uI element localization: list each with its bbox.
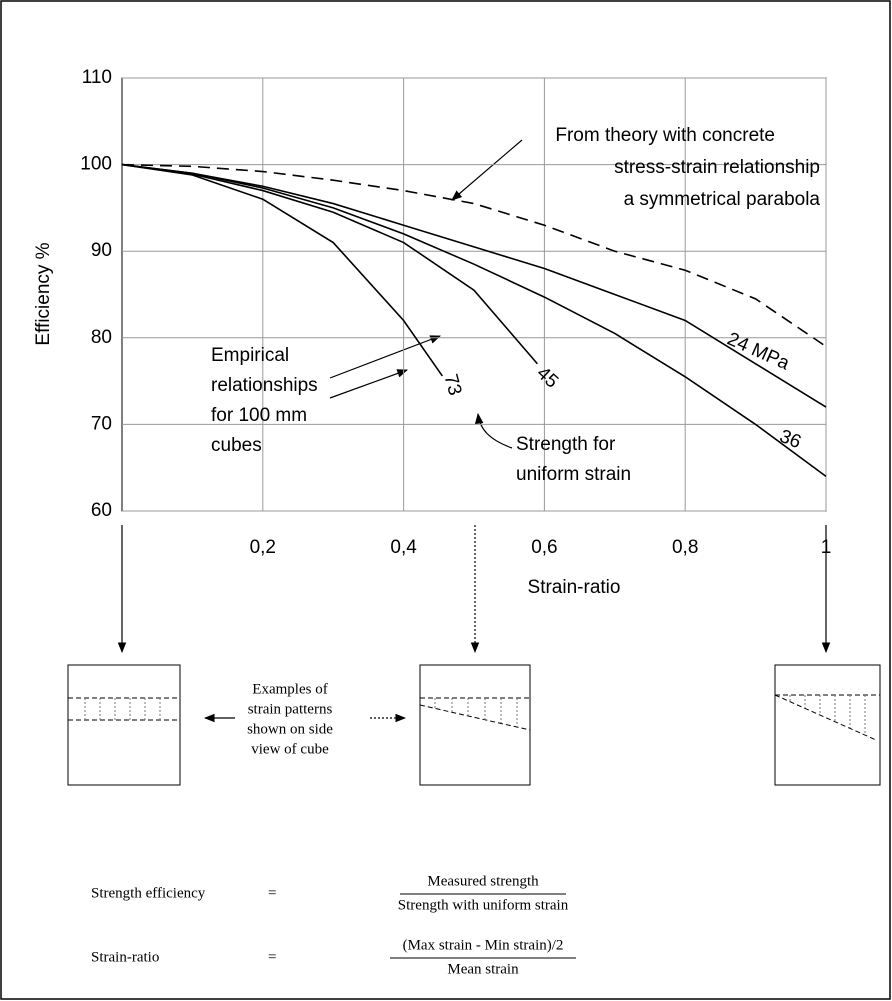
series-line	[121, 163, 443, 377]
cube	[67, 664, 181, 786]
arrows	[117, 139, 831, 723]
annotation: stress-strain relationship	[614, 157, 820, 178]
formula-lhs: Strain-ratio	[91, 949, 159, 965]
annotation: From theory with concrete	[555, 125, 775, 146]
series-label: 36	[776, 426, 803, 453]
annotation: for 100 mm	[211, 405, 307, 426]
annotation: cubes	[211, 435, 262, 456]
formula-den: Mean strain	[447, 961, 519, 977]
series-label: 24 MPa	[724, 329, 793, 375]
caption-line: Examples of	[252, 681, 327, 697]
arrow	[451, 139, 523, 201]
y-tick-label: 110	[82, 67, 112, 88]
caption-line: shown on side	[247, 721, 333, 737]
hatch	[789, 695, 866, 735]
annotation: Empirical	[211, 345, 289, 366]
y-tick-label: 100	[80, 154, 112, 175]
x-tick-label: 0,2	[250, 537, 276, 558]
formulas: Strength efficiency = Measured strength Str…	[91, 873, 576, 977]
y-tick-label: 90	[91, 240, 112, 261]
cube	[419, 664, 531, 786]
series-line	[121, 163, 827, 408]
annotation: Strength for	[516, 434, 616, 455]
formula-num: (Max strain - Min strain)/2	[403, 937, 564, 953]
strain-line	[419, 704, 531, 731]
cubes	[67, 664, 881, 786]
y-tick-label: 70	[91, 413, 112, 434]
formula-eq: =	[268, 885, 276, 901]
formula-lhs: Strength efficiency	[91, 885, 206, 901]
series-label: 45	[532, 363, 562, 393]
annotation: uniform strain	[516, 464, 631, 485]
caption-line: strain patterns	[248, 701, 333, 717]
formula-num: Measured strength	[427, 873, 539, 889]
formula-eq: =	[268, 949, 276, 965]
annotation: a symmetrical parabola	[624, 189, 821, 210]
x-tick-label: 0,6	[531, 537, 557, 558]
strain-line	[774, 694, 877, 741]
arrow	[474, 412, 513, 449]
series-line	[121, 163, 827, 348]
x-axis-label: Strain-ratio	[528, 577, 621, 598]
x-tick-label: 1	[821, 537, 832, 558]
series-line	[121, 163, 538, 365]
x-tick-label: 0,8	[672, 537, 698, 558]
series-label: 73	[440, 372, 466, 398]
y-tick-label: 80	[91, 327, 112, 348]
y-tick-label: 60	[91, 500, 112, 521]
annotation: relationships	[211, 375, 318, 396]
caption: Examples of strain patterns shown on side v…	[247, 681, 333, 757]
caption-line: view of cube	[251, 741, 329, 757]
hatch	[84, 698, 161, 720]
cube	[774, 664, 881, 786]
y-axis-label: Efficiency %	[33, 242, 54, 345]
hatch	[434, 698, 518, 727]
series-line	[121, 163, 827, 478]
arrow	[329, 335, 442, 379]
arrow	[329, 369, 409, 399]
x-tick-label: 0,4	[390, 537, 417, 558]
formula-den: Strength with uniform strain	[398, 897, 569, 913]
